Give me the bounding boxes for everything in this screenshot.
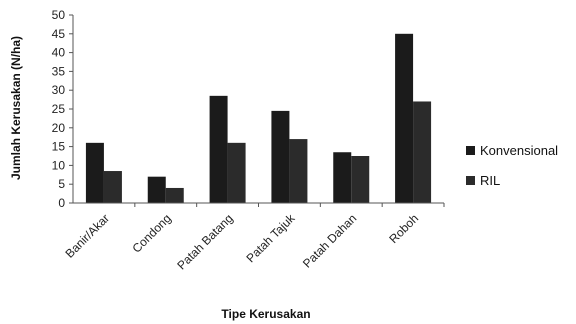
x-axis-title: Tipe Kerusakan (221, 307, 310, 321)
legend-label-konvensional: Konvensional (480, 143, 558, 158)
x-axis-ticks: Banir/Akar Condong Patah Batang Patah Tajuk… (63, 203, 445, 273)
y-tick-label: 40 (52, 46, 66, 60)
legend-swatch-ril (466, 176, 475, 185)
y-tick-label: 45 (52, 27, 66, 41)
bar-konvensional-5 (333, 152, 352, 203)
bar-ril-5 (351, 156, 370, 203)
legend: Konvensional RIL (466, 143, 558, 188)
y-tick-label: 0 (58, 196, 65, 210)
bar-ril-3 (227, 142, 246, 203)
y-tick-label: 5 (58, 177, 65, 191)
bar-konvensional-3 (209, 95, 228, 203)
legend-label-ril: RIL (480, 173, 500, 188)
y-tick-label: 20 (52, 121, 66, 135)
y-tick-label: 15 (52, 140, 66, 154)
x-tick-label: Patah Tajuk (243, 211, 298, 266)
bar-konvensional-4 (271, 110, 290, 203)
plot-area (85, 33, 432, 203)
x-tick-label: Banir/Akar (63, 211, 113, 261)
y-tick-label: 25 (52, 102, 66, 116)
bar-ril-6 (413, 101, 432, 203)
bar-ril-2 (165, 187, 184, 203)
bar-ril-1 (103, 171, 122, 203)
x-tick-label: Patah Dahan (300, 211, 359, 270)
bar-konvensional-6 (395, 33, 414, 203)
bar-konvensional-1 (85, 142, 104, 203)
x-tick-label: Condong (130, 211, 174, 255)
y-tick-label: 30 (52, 83, 66, 97)
bar-ril-4 (289, 139, 308, 203)
legend-swatch-konvensional (466, 146, 475, 155)
y-tick-label: 50 (52, 8, 66, 22)
y-axis-ticks: 0 5 10 15 20 25 30 35 40 45 50 (52, 8, 73, 210)
y-axis-title: Jumlah Kerusakan (N/ha) (9, 36, 23, 180)
y-tick-label: 10 (52, 158, 66, 172)
x-tick-label: Roboh (386, 211, 421, 246)
bar-konvensional-2 (147, 176, 166, 203)
x-tick-label: Patah Batang (174, 211, 235, 272)
y-tick-label: 35 (52, 64, 66, 78)
